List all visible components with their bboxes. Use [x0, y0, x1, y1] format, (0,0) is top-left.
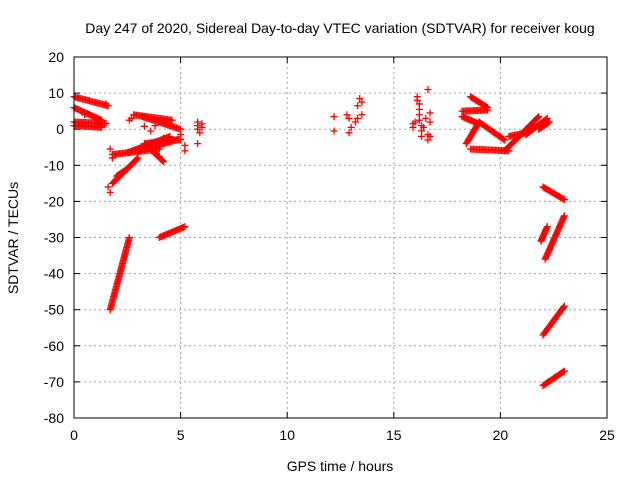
data-point: [358, 111, 366, 119]
data-point: [181, 223, 189, 231]
data-point: [426, 118, 434, 126]
data-point: [198, 120, 206, 128]
x-tick-labels: 0 5 10 15 20 25: [70, 427, 615, 443]
y-tick-label: -60: [44, 338, 64, 354]
data-point: [106, 188, 114, 196]
y-tick-label: -70: [44, 374, 64, 390]
data-point: [158, 157, 166, 165]
data-point: [194, 140, 202, 148]
data-point: [420, 123, 428, 131]
data-point: [106, 145, 114, 153]
data-point: [560, 367, 568, 375]
data-point: [424, 85, 432, 93]
data-points: [70, 85, 568, 390]
y-tick-label: -20: [44, 193, 64, 209]
x-tick-label: 5: [177, 427, 185, 443]
data-point: [345, 114, 353, 122]
data-point: [358, 98, 366, 106]
data-point: [104, 183, 112, 191]
y-tick-label: 10: [48, 85, 64, 101]
data-point: [330, 113, 338, 121]
data-point: [543, 223, 551, 231]
y-tick-label: -10: [44, 157, 64, 173]
data-point: [177, 131, 185, 139]
data-point: [499, 135, 507, 143]
data-point: [128, 114, 136, 122]
data-point: [482, 103, 490, 111]
y-tick-labels: 20 10 0 -10 -20 -30 -40 -50 -60 -70 -80: [44, 49, 64, 426]
data-point: [559, 303, 567, 311]
data-point: [544, 119, 552, 127]
data-point: [354, 114, 362, 122]
data-point: [534, 114, 542, 122]
y-tick-label: 20: [48, 49, 64, 65]
data-point: [411, 118, 419, 126]
data-point: [102, 119, 110, 127]
data-point: [560, 196, 568, 204]
data-point: [347, 123, 355, 131]
data-point: [343, 111, 351, 119]
data-point: [93, 117, 101, 125]
data-point: [351, 118, 359, 126]
data-point: [330, 127, 338, 135]
data-point: [147, 127, 155, 135]
data-point: [151, 122, 159, 130]
data-point: [196, 129, 204, 137]
data-point: [134, 154, 142, 162]
data-point: [168, 116, 176, 124]
data-point: [160, 158, 168, 166]
plot-frame: [73, 56, 608, 419]
data-point: [545, 118, 553, 126]
data-point: [194, 125, 202, 133]
y-tick-label: 0: [56, 121, 64, 137]
y-axis-label: SDTVAR / TECUs: [5, 182, 21, 294]
data-point: [559, 195, 567, 203]
x-tick-label: 15: [386, 427, 402, 443]
data-point: [122, 166, 130, 174]
data-point: [123, 165, 131, 173]
x-tick-label: 20: [493, 427, 509, 443]
x-tick-label: 10: [279, 427, 295, 443]
grid-lines: [74, 57, 607, 418]
data-point: [415, 116, 423, 124]
y-tick-label: -40: [44, 266, 64, 282]
data-point: [181, 141, 189, 149]
data-point: [345, 129, 353, 137]
y-tick-label: -50: [44, 302, 64, 318]
data-point: [422, 114, 430, 122]
data-point: [160, 134, 168, 142]
data-point: [501, 136, 509, 144]
data-point: [354, 102, 362, 110]
x-tick-label: 0: [70, 427, 78, 443]
data-point: [125, 234, 133, 241]
x-axis-label: GPS time / hours: [287, 458, 394, 474]
data-point: [356, 95, 364, 103]
data-point: [140, 122, 148, 130]
data-point: [559, 368, 567, 376]
data-point: [409, 123, 417, 131]
y-tick-label: -30: [44, 230, 64, 246]
data-point: [560, 212, 568, 220]
data-point: [102, 100, 110, 108]
data-point: [81, 111, 89, 119]
chart-title: Day 247 of 2020, Sidereal Day-to-day VTE…: [85, 20, 594, 36]
data-point: [418, 132, 426, 140]
data-point: [413, 96, 421, 104]
x-tick-label: 25: [599, 427, 615, 443]
data-point: [133, 155, 141, 163]
data-point: [155, 152, 163, 160]
data-point: [426, 132, 434, 140]
data-point: [98, 123, 106, 131]
data-point: [535, 113, 543, 121]
y-tick-label: -80: [44, 410, 64, 426]
data-point: [108, 154, 116, 162]
data-point: [484, 104, 492, 112]
data-point: [560, 302, 568, 310]
data-point: [424, 136, 432, 144]
data-point: [426, 109, 434, 117]
